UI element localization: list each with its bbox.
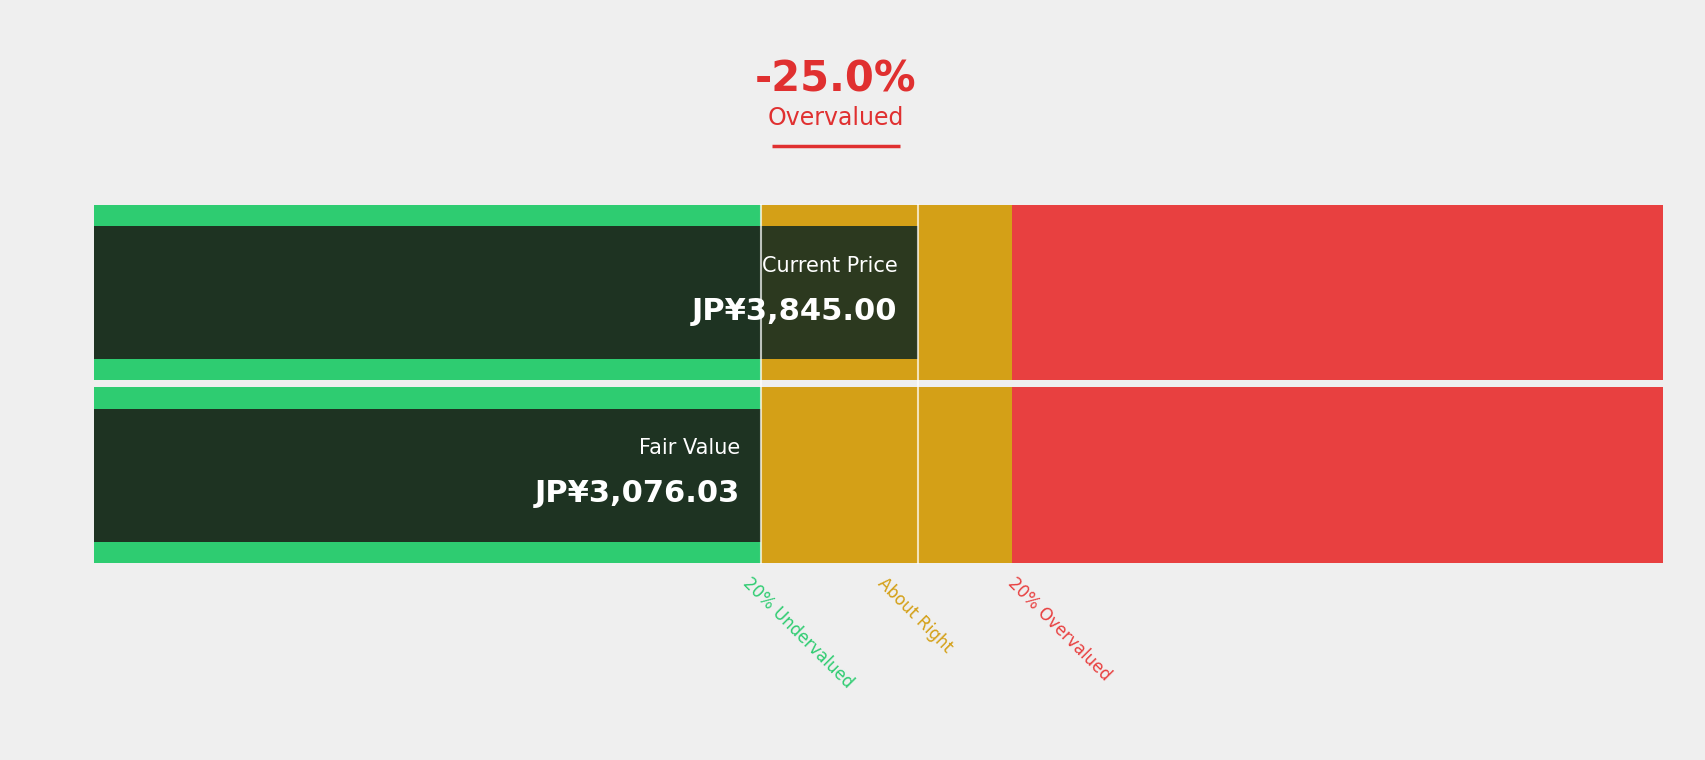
Bar (1011, 359, 1662, 381)
Text: About Right: About Right (873, 575, 955, 656)
Bar (94, 226, 917, 359)
Bar (760, 205, 1011, 226)
Text: 20% Overvalued: 20% Overvalued (1004, 575, 1113, 685)
Bar (94, 359, 760, 381)
Text: JP¥3,076.03: JP¥3,076.03 (535, 480, 740, 508)
Text: Fair Value: Fair Value (639, 439, 740, 458)
Bar (760, 409, 1011, 541)
Bar (1011, 541, 1662, 562)
Bar (1011, 226, 1662, 359)
Text: Overvalued: Overvalued (767, 106, 904, 130)
Bar (760, 387, 1011, 409)
Text: 20% Undervalued: 20% Undervalued (740, 575, 856, 692)
Bar (760, 541, 1011, 562)
Bar (760, 359, 1011, 381)
Text: JP¥3,845.00: JP¥3,845.00 (692, 297, 897, 326)
Text: Current Price: Current Price (760, 256, 897, 276)
Bar (94, 205, 760, 226)
Bar (1011, 409, 1662, 541)
Bar (760, 226, 1011, 359)
Bar (1011, 387, 1662, 409)
Bar (1011, 205, 1662, 226)
Bar (94, 387, 760, 409)
Bar (94, 226, 760, 359)
Bar (94, 541, 760, 562)
Bar (94, 409, 760, 541)
Text: -25.0%: -25.0% (755, 59, 916, 101)
Bar (94, 409, 760, 541)
